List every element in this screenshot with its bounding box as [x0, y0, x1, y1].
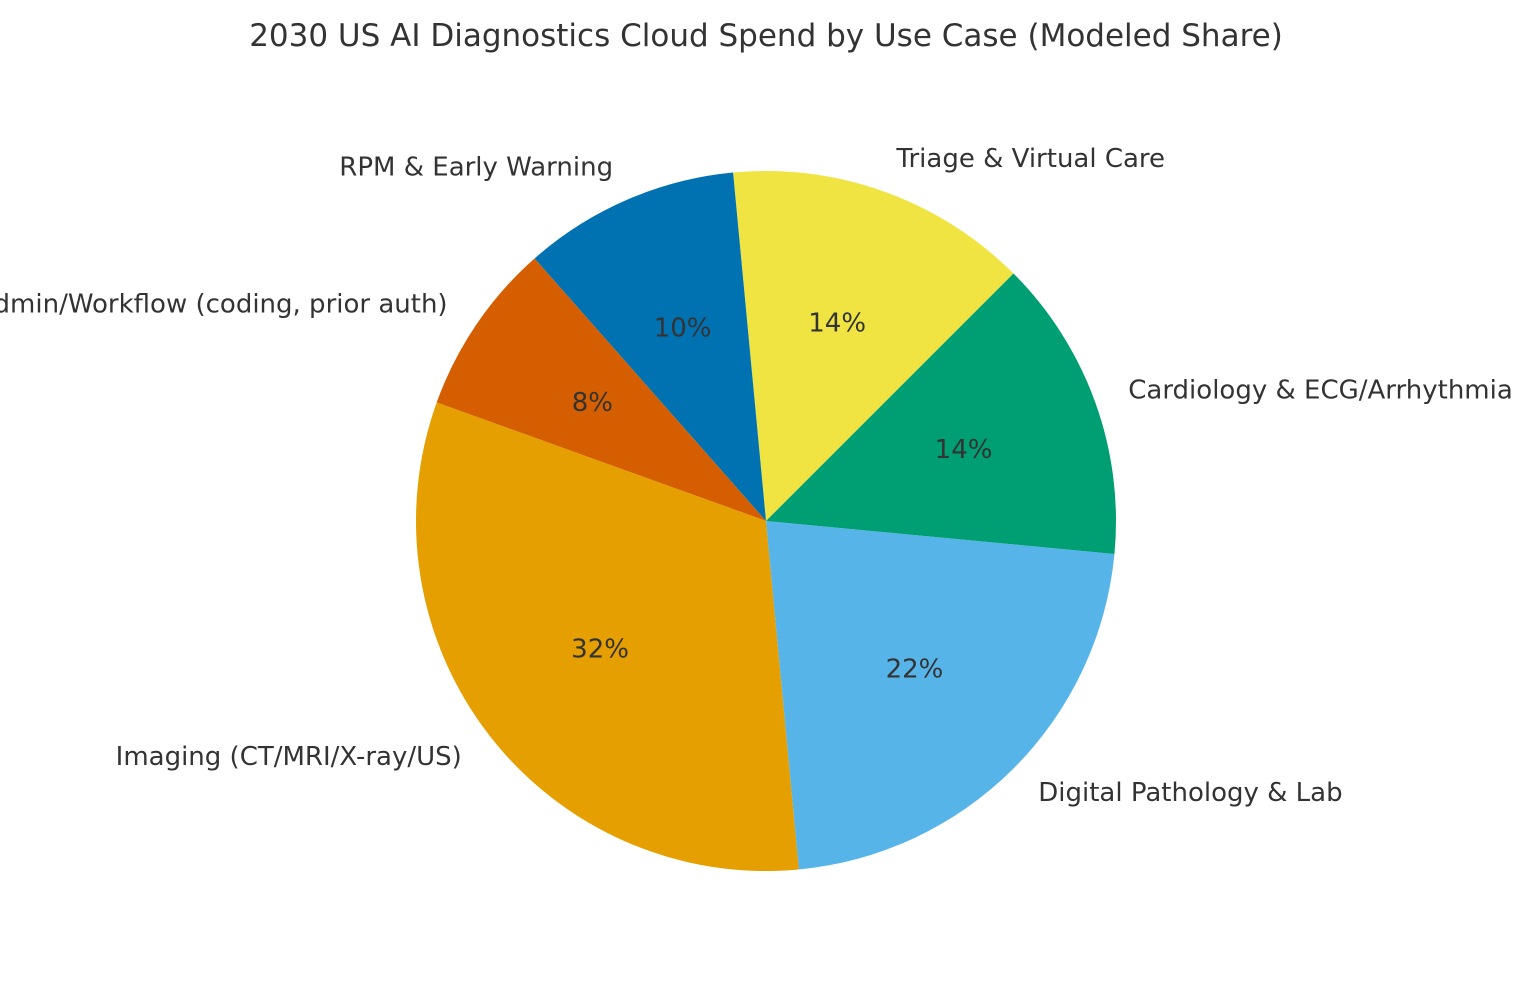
pct-label-admin-workflow-coding-prior-auth: 8%: [572, 388, 613, 418]
category-label-imaging-ct-mri-x-ray-us: Imaging (CT/MRI/X-ray/US): [116, 742, 462, 772]
category-label-triage-virtual-care: Triage & Virtual Care: [895, 144, 1165, 174]
pct-label-cardiology-ecg-arrhythmia: 14%: [935, 435, 993, 465]
category-label-digital-pathology-lab: Digital Pathology & Lab: [1038, 778, 1342, 808]
percentage-labels: 14% 10% 8% 32% 22% 14%: [571, 308, 992, 684]
pct-label-imaging-ct-mri-x-ray-us: 32%: [571, 635, 629, 665]
pct-label-rpm-early-warning: 10%: [654, 313, 712, 343]
slice-triage-virtual-care: [733, 171, 1014, 521]
slice-rpm-early-warning: [534, 172, 766, 521]
pct-label-triage-virtual-care: 14%: [808, 308, 866, 338]
category-label-cardiology-ecg-arrhythmia: Cardiology & ECG/Arrhythmia: [1128, 376, 1513, 406]
pct-label-digital-pathology-lab: 22%: [886, 654, 944, 684]
category-labels: Triage & Virtual Care RPM & Early Warning…: [0, 144, 1513, 808]
slice-cardiology-ecg-arrhythmia: [766, 273, 1116, 554]
category-label-rpm-early-warning: RPM & Early Warning: [339, 153, 613, 183]
slice-admin-workflow-coding-prior-auth: [436, 258, 766, 521]
slice-imaging-ct-mri-x-ray-us: [416, 402, 799, 871]
chart-title: 2030 US AI Diagnostics Cloud Spend by Us…: [249, 18, 1283, 54]
slice-digital-pathology-lab: [766, 521, 1115, 870]
category-label-admin-workflow-coding-prior-auth: Admin/Workflow (coding, prior auth): [0, 290, 448, 320]
pie-slices: [416, 171, 1116, 871]
